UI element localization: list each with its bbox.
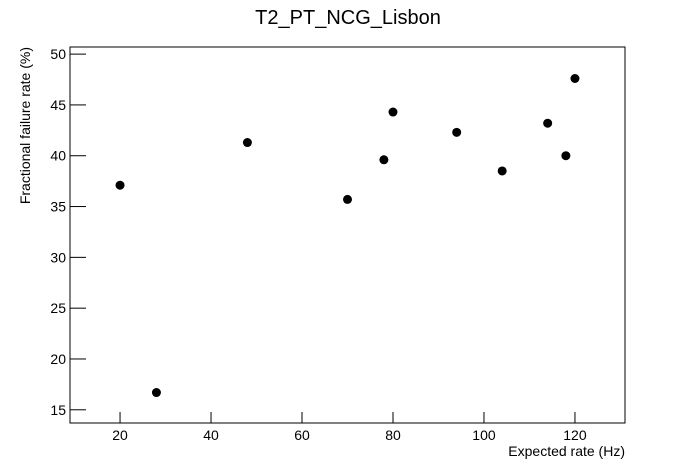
x-tick-label: 80 [385, 427, 401, 443]
chart-title: T2_PT_NCG_Lisbon [255, 7, 441, 29]
point [379, 155, 389, 165]
point [497, 166, 507, 176]
y-tick-label: 30 [50, 249, 66, 265]
y-tick-label: 50 [50, 46, 66, 62]
point [115, 180, 125, 190]
y-tick-label: 40 [50, 148, 66, 164]
x-tick-label: 40 [203, 427, 219, 443]
y-tick-label: 20 [50, 351, 66, 367]
point [570, 74, 580, 84]
point [452, 127, 462, 137]
y-tick-label: 35 [50, 199, 66, 215]
x-tick-label: 60 [294, 427, 310, 443]
y-axis-label: Fractional failure rate (%) [17, 47, 33, 204]
plot-frame [69, 46, 626, 424]
x-tick-label: 100 [472, 427, 496, 443]
x-tick-label: 20 [112, 427, 128, 443]
point [388, 107, 398, 117]
point [561, 151, 571, 161]
point [242, 138, 252, 148]
x-tick-label: 120 [563, 427, 587, 443]
x-axis-label: Expected rate (Hz) [508, 443, 625, 459]
point [151, 388, 161, 398]
point [543, 118, 553, 128]
y-tick-label: 45 [50, 97, 66, 113]
y-tick-label: 25 [50, 300, 66, 316]
y-tick-label: 15 [50, 402, 66, 418]
point [343, 194, 352, 204]
